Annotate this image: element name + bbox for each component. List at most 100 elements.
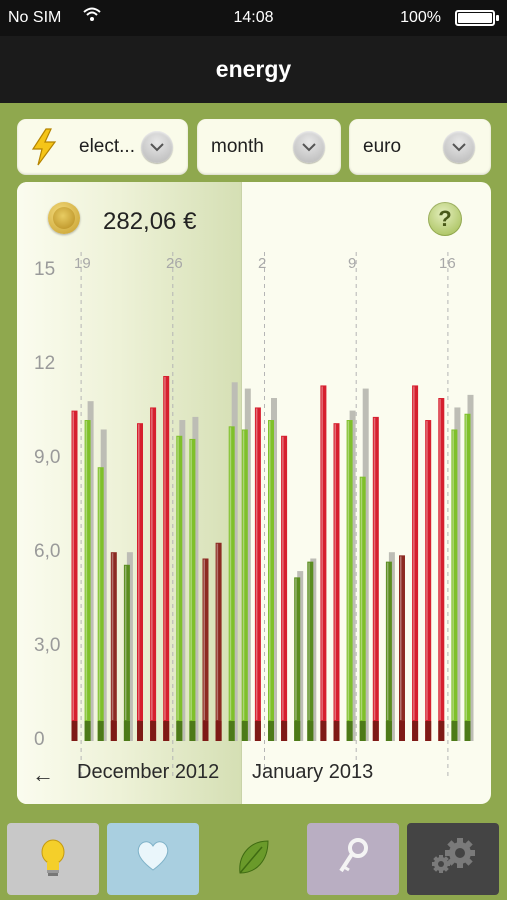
consumption-bar [215, 542, 222, 741]
tab-energy[interactable] [207, 823, 299, 895]
consumption-bar [84, 420, 91, 741]
bar-sheen [203, 559, 205, 720]
bar-base [163, 721, 170, 741]
key-icon [307, 837, 399, 882]
bar-sheen [216, 543, 219, 720]
bar-sheen [98, 468, 101, 720]
consumption-bar [320, 385, 327, 741]
leaf-icon [207, 837, 299, 884]
consumption-bar [110, 552, 117, 741]
help-button[interactable]: ? [428, 202, 462, 236]
bar-base [150, 721, 157, 741]
bar-base [215, 721, 222, 741]
chevron-down-icon[interactable] [141, 131, 173, 163]
unit-selector[interactable]: euro [349, 119, 491, 175]
bar-base [438, 721, 445, 741]
bar-sheen [400, 556, 402, 720]
consumption-bar [333, 423, 340, 741]
x-tick-label: 16 [439, 255, 456, 272]
bar-sheen [124, 565, 127, 720]
chevron-down-icon[interactable] [443, 131, 475, 163]
x-tick-label: 19 [74, 255, 91, 272]
bar-base [412, 721, 419, 741]
month-label[interactable]: December 2012 [77, 761, 220, 783]
consumption-bar [228, 426, 235, 741]
back-arrow-icon[interactable]: ← [32, 762, 54, 787]
consumption-bar [359, 476, 366, 741]
battery-icon [455, 10, 499, 26]
consumption-bar [438, 398, 445, 741]
tab-tips[interactable] [7, 823, 99, 895]
nav-bar: energy [0, 36, 507, 103]
consumption-bar [451, 429, 458, 741]
y-tick-label: 6,0 [34, 541, 61, 562]
bar-base [254, 721, 261, 741]
bar-sheen [413, 386, 415, 720]
bar-base [320, 721, 327, 741]
y-tick-label: 15 [34, 259, 56, 280]
consumption-bar [163, 375, 170, 741]
lightbulb-icon [7, 837, 99, 884]
carrier-label: No SIM [8, 9, 62, 26]
gear-icon [407, 837, 499, 882]
bar-sheen [439, 399, 441, 720]
bar-base [294, 721, 301, 741]
consumption-bar [268, 420, 274, 741]
tab-bar [0, 820, 507, 900]
consumption-bar [425, 420, 432, 741]
tab-settings[interactable] [407, 823, 499, 895]
bar-base [333, 721, 340, 741]
bar-base [359, 721, 366, 741]
period-selector[interactable]: month [197, 119, 341, 175]
consumption-bar [412, 385, 419, 741]
bar-sheen [72, 411, 74, 720]
page-title: energy [215, 56, 292, 82]
bar-sheen [190, 439, 192, 720]
bar-sheen [373, 417, 376, 720]
chevron-down-icon[interactable] [293, 131, 325, 163]
bar-sheen [269, 421, 271, 720]
bar-sheen [465, 414, 467, 720]
bar-sheen [282, 436, 284, 720]
month-label[interactable]: January 2013 [252, 761, 374, 783]
bar-base [137, 721, 143, 741]
bar-base [110, 721, 117, 741]
lightning-icon [29, 128, 59, 171]
bar-sheen [151, 408, 153, 720]
bar-sheen [295, 578, 297, 720]
consumption-chart[interactable] [17, 182, 491, 804]
bar-base [281, 721, 288, 741]
bar-sheen [386, 562, 389, 720]
bar-base [84, 721, 91, 741]
consumption-bar [97, 467, 104, 741]
y-tick-label: 3,0 [34, 635, 61, 656]
coin-icon [48, 202, 80, 234]
period-label: month [211, 136, 264, 157]
unit-label: euro [363, 136, 402, 157]
tab-favorites[interactable] [107, 823, 199, 895]
bar-base [268, 721, 274, 741]
y-tick-label: 0 [34, 729, 45, 750]
bar-base [71, 721, 78, 741]
consumption-bar [372, 416, 379, 741]
tab-access[interactable] [307, 823, 399, 895]
meter-type-selector[interactable]: elect... [17, 119, 188, 175]
bar-base [202, 721, 209, 741]
battery-percent: 100% [400, 9, 441, 26]
consumption-bar [189, 438, 196, 741]
bar-base [307, 721, 314, 741]
consumption-bar [137, 423, 143, 741]
bar-sheen [334, 424, 336, 720]
x-tick-label: 2 [258, 255, 267, 272]
bar-base [228, 721, 235, 741]
wifi-icon [82, 6, 102, 27]
bar-sheen [164, 376, 166, 720]
consumption-bar [307, 561, 314, 741]
bar-base [346, 721, 353, 741]
status-time: 14:08 [233, 9, 274, 26]
bar-sheen [177, 436, 179, 720]
bar-sheen [255, 408, 258, 720]
bar-sheen [138, 424, 140, 720]
bar-sheen [452, 430, 454, 720]
bar-sheen [321, 386, 323, 720]
